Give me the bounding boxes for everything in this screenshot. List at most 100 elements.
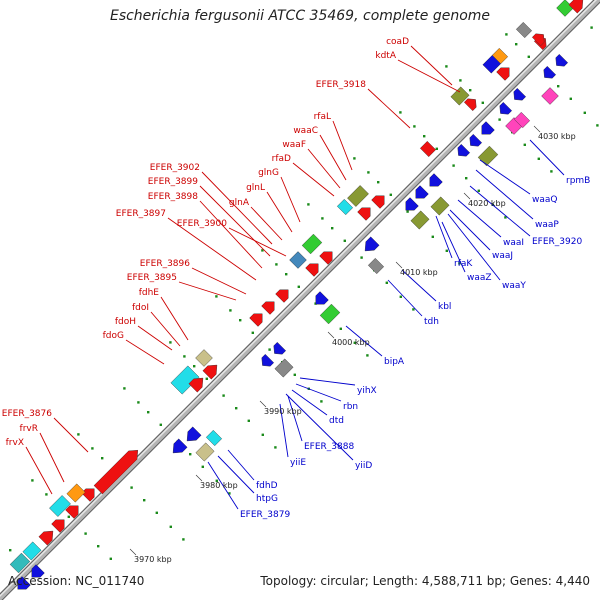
kbp-tick-label: 3980 kbp bbox=[200, 481, 238, 490]
gene-label-efer-3899: EFER_3899 bbox=[148, 177, 198, 187]
gene-feature bbox=[410, 210, 430, 230]
gene-label-kdta: kdtA bbox=[375, 51, 396, 61]
gene-feature bbox=[469, 133, 483, 147]
callout-bipa bbox=[345, 325, 383, 357]
gene-label-waaq: waaQ bbox=[532, 195, 557, 205]
gene-label-frvx: frvX bbox=[6, 438, 24, 448]
kbp-tick-label: 3970 kbp bbox=[134, 555, 172, 564]
callout-waap bbox=[475, 169, 534, 220]
guide-dot bbox=[389, 193, 392, 196]
callout-glnl bbox=[266, 191, 293, 233]
gene-label-rfad: rfaD bbox=[272, 154, 291, 164]
guide-dot bbox=[537, 157, 540, 160]
gene-label-frvr: frvR bbox=[20, 424, 38, 434]
gene-feature bbox=[51, 519, 65, 533]
guide-dot bbox=[84, 532, 87, 535]
gene-label-rbn: rbn bbox=[343, 402, 358, 412]
gene-feature bbox=[93, 449, 139, 495]
kbp-tick-mark bbox=[259, 400, 267, 408]
guide-dot bbox=[169, 341, 172, 344]
guide-dot bbox=[251, 331, 254, 334]
kbp-tick-label: 4010 kbp bbox=[400, 268, 438, 277]
callout-fdoh bbox=[137, 325, 173, 351]
gene-feature bbox=[491, 47, 509, 65]
guide-dot bbox=[399, 295, 402, 298]
guide-dot bbox=[498, 118, 501, 121]
gene-label-coad: coaD bbox=[386, 37, 409, 47]
gene-feature bbox=[429, 173, 443, 187]
callout-rfal bbox=[332, 120, 353, 171]
gene-feature bbox=[364, 236, 380, 252]
gene-feature bbox=[463, 98, 477, 112]
gene-feature bbox=[543, 65, 557, 79]
gene-labels-layer: coaD kdtA EFER_3918 rfaL waaC waaF rfaD glnG gln… bbox=[2, 37, 591, 520]
guide-dot bbox=[45, 493, 48, 496]
callout-waai bbox=[457, 199, 502, 238]
guide-dot bbox=[228, 492, 231, 495]
guide-dot bbox=[515, 43, 518, 46]
gene-label-efer-3898: EFER_3898 bbox=[148, 192, 198, 202]
callout-frvx bbox=[25, 446, 53, 495]
callout-efer-3899 bbox=[199, 185, 271, 257]
guide-dot bbox=[452, 164, 455, 167]
guide-dot bbox=[193, 365, 196, 368]
gene-label-efer-3918: EFER_3918 bbox=[316, 80, 366, 90]
map-title: Escherichia fergusonii ATCC 35469, compl… bbox=[109, 8, 491, 24]
guide-dot bbox=[297, 285, 300, 288]
gene-feature bbox=[371, 195, 385, 209]
kbp-tick-label: 4000 kbp bbox=[332, 338, 370, 347]
callout-fdog bbox=[125, 339, 165, 365]
gene-feature bbox=[305, 263, 319, 277]
callout-rbn bbox=[295, 383, 342, 402]
callout-dtd bbox=[291, 389, 328, 416]
callout-efer-3888 bbox=[287, 395, 303, 442]
guide-dot bbox=[557, 85, 560, 88]
guide-dot bbox=[261, 249, 264, 252]
callout-waac bbox=[319, 134, 347, 181]
guide-dot bbox=[222, 394, 225, 397]
guide-dot bbox=[458, 262, 461, 265]
guide-dot bbox=[235, 407, 238, 410]
gene-feature bbox=[315, 291, 329, 305]
guide-dot bbox=[459, 79, 462, 82]
gene-label-yihx: yihX bbox=[357, 386, 377, 396]
gene-feature bbox=[347, 185, 369, 207]
guide-dot bbox=[247, 419, 250, 422]
guide-dot bbox=[469, 89, 472, 92]
gene-label-dtd: dtd bbox=[329, 416, 344, 426]
kbp-tick-mark bbox=[395, 261, 403, 269]
gene-feature bbox=[31, 564, 45, 578]
guide-dot bbox=[201, 465, 204, 468]
gene-feature bbox=[9, 552, 31, 574]
gene-feature bbox=[17, 576, 31, 590]
gene-feature bbox=[65, 505, 79, 519]
gene-feature bbox=[301, 233, 323, 255]
callout-frvr bbox=[39, 432, 65, 483]
gene-feature bbox=[274, 358, 294, 378]
gene-feature bbox=[457, 143, 471, 157]
guide-dot bbox=[339, 327, 342, 330]
guide-dot bbox=[413, 125, 416, 128]
callout-lines-layer bbox=[25, 45, 565, 510]
gene-feature bbox=[195, 349, 213, 367]
gene-feature bbox=[367, 257, 385, 275]
guide-dot bbox=[31, 479, 34, 482]
gene-feature bbox=[541, 87, 559, 105]
gene-feature bbox=[477, 145, 499, 167]
callout-fdhe bbox=[160, 296, 189, 341]
gene-feature bbox=[202, 364, 218, 380]
callout-efer-3896 bbox=[191, 267, 247, 295]
kbp-tick-mark bbox=[533, 125, 541, 133]
guide-dot bbox=[596, 124, 599, 127]
callout-rpmb bbox=[529, 139, 565, 176]
gene-feature bbox=[275, 289, 289, 303]
guide-dot bbox=[445, 65, 448, 68]
gene-feature bbox=[450, 86, 470, 106]
callout-yiie bbox=[279, 403, 289, 458]
gene-feature bbox=[499, 101, 513, 115]
kbp-tick-mark bbox=[195, 474, 203, 482]
guide-dot bbox=[9, 549, 12, 552]
guide-dot bbox=[143, 499, 146, 502]
